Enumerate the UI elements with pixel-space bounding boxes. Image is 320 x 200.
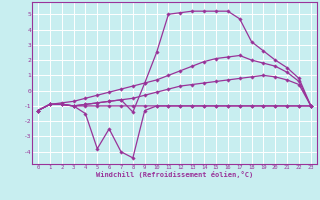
X-axis label: Windchill (Refroidissement éolien,°C): Windchill (Refroidissement éolien,°C) [96,171,253,178]
